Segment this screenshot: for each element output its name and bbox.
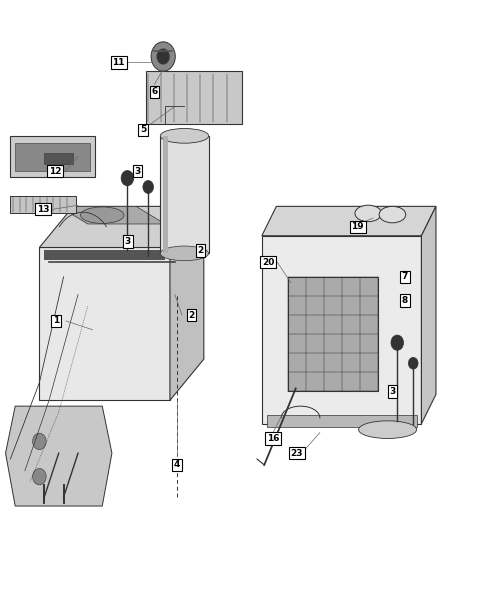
Text: 16: 16 — [266, 434, 279, 443]
Text: 4: 4 — [174, 461, 180, 469]
Text: 11: 11 — [112, 58, 125, 67]
Circle shape — [390, 335, 403, 350]
Text: 20: 20 — [261, 257, 274, 267]
Polygon shape — [44, 250, 165, 260]
Text: 13: 13 — [37, 205, 49, 214]
Polygon shape — [39, 247, 169, 401]
Text: 8: 8 — [401, 296, 407, 305]
Bar — [44, 154, 73, 164]
Polygon shape — [169, 206, 203, 401]
Circle shape — [121, 170, 134, 186]
Polygon shape — [10, 136, 95, 177]
Polygon shape — [160, 136, 208, 253]
Text: 2: 2 — [197, 246, 203, 255]
Circle shape — [32, 433, 46, 449]
Text: 7: 7 — [401, 272, 408, 282]
Ellipse shape — [358, 421, 416, 438]
Ellipse shape — [80, 207, 124, 223]
Text: 3: 3 — [134, 167, 140, 176]
Polygon shape — [5, 406, 112, 506]
Text: 2: 2 — [188, 310, 195, 320]
Ellipse shape — [160, 128, 208, 143]
Polygon shape — [266, 415, 416, 426]
Circle shape — [408, 358, 417, 369]
Text: 5: 5 — [139, 125, 146, 134]
Text: 3: 3 — [389, 387, 395, 396]
Polygon shape — [59, 206, 165, 224]
Polygon shape — [421, 206, 435, 423]
Circle shape — [32, 468, 46, 485]
Text: 1: 1 — [53, 316, 59, 326]
Polygon shape — [261, 236, 421, 423]
Circle shape — [143, 180, 153, 193]
Ellipse shape — [160, 246, 208, 261]
Text: 19: 19 — [350, 223, 363, 231]
Polygon shape — [261, 206, 435, 236]
Polygon shape — [288, 277, 377, 392]
Text: 23: 23 — [290, 449, 302, 458]
Polygon shape — [10, 196, 76, 213]
Polygon shape — [15, 143, 90, 171]
Polygon shape — [162, 136, 167, 253]
Polygon shape — [146, 71, 242, 124]
Text: 12: 12 — [49, 167, 61, 176]
Circle shape — [156, 48, 169, 65]
Text: 6: 6 — [151, 87, 157, 96]
Ellipse shape — [378, 206, 405, 223]
Ellipse shape — [354, 205, 381, 221]
Polygon shape — [39, 206, 203, 247]
Text: 3: 3 — [124, 237, 131, 246]
Circle shape — [151, 42, 175, 71]
